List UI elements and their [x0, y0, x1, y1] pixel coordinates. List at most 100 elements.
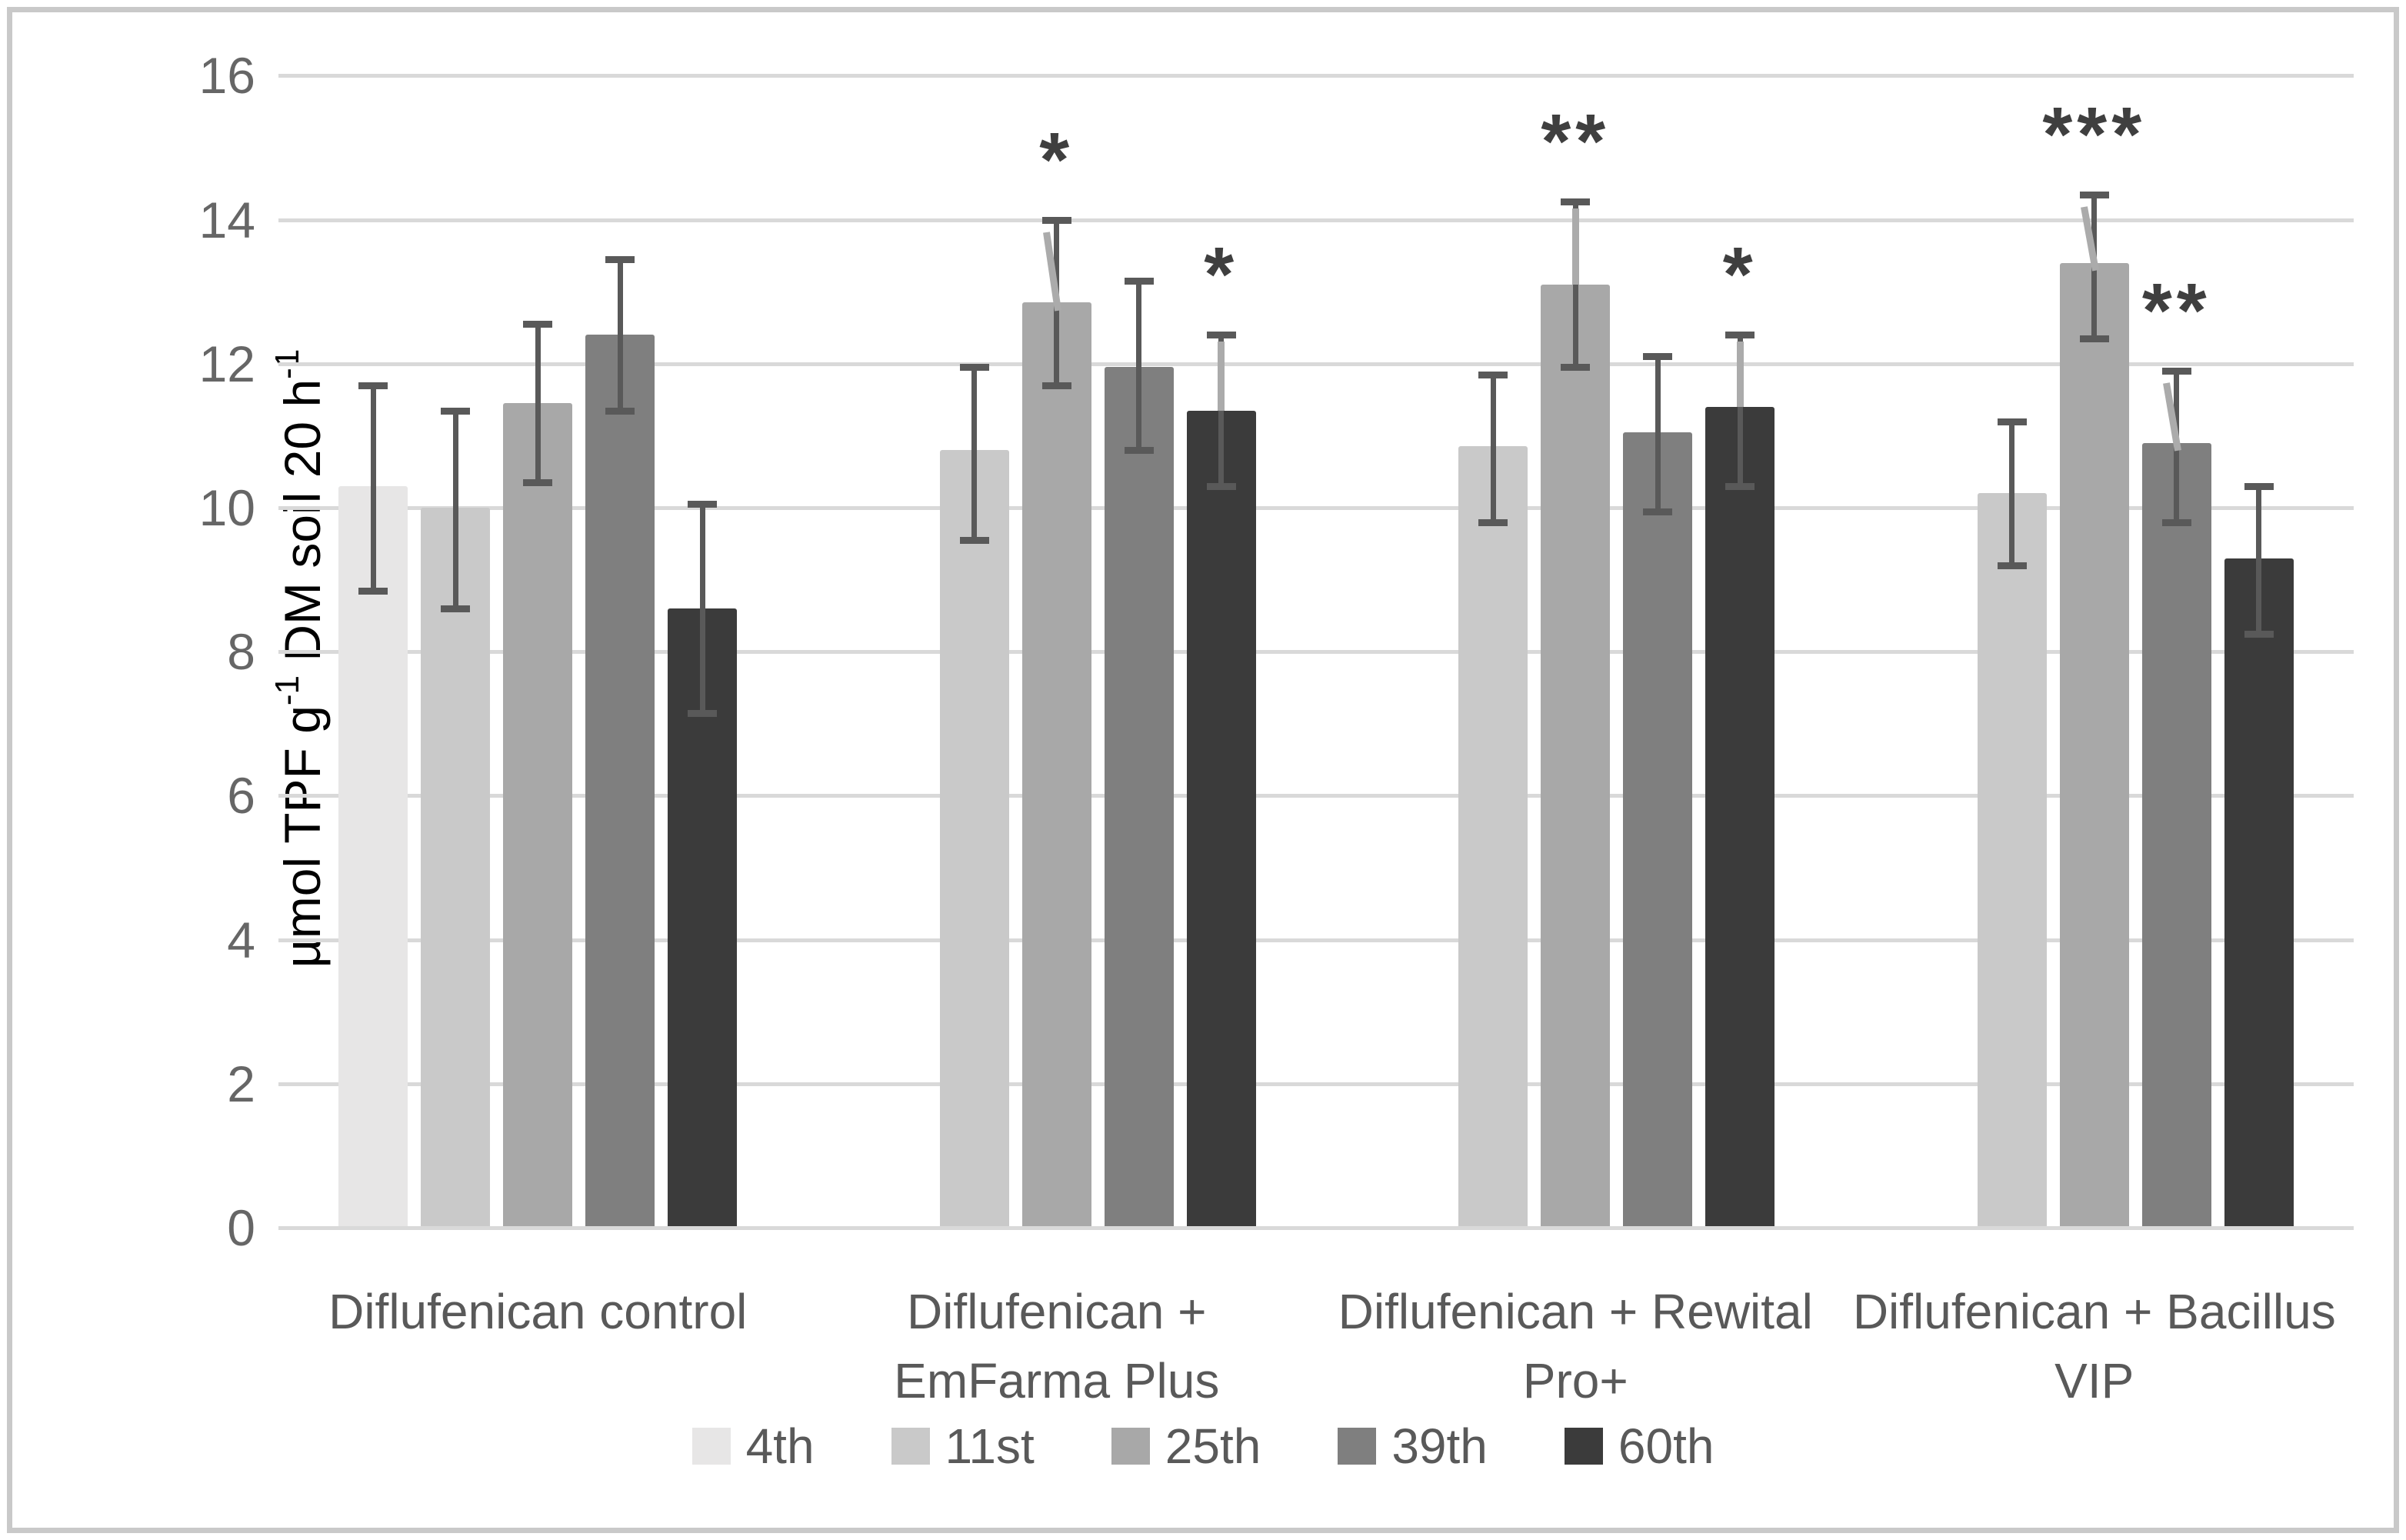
legend-label-25th: 25th: [1165, 1418, 1261, 1474]
gridline-y2: [278, 1082, 2354, 1086]
x-category-label-line: Diflufenican +: [906, 1284, 1207, 1339]
y-tick-label: 4: [227, 911, 255, 968]
error-bar-line: [1572, 202, 1578, 368]
error-bar-cap-top: [1478, 371, 1508, 378]
error-bar-cap-top: [358, 382, 388, 389]
significance-stars: **: [2141, 268, 2211, 355]
leader-line: [1571, 208, 1579, 285]
legend-swatch-60th: [1564, 1428, 1603, 1465]
error-bar-cap-top: [523, 321, 553, 328]
x-category-label: Diflufenican control: [253, 1277, 822, 1346]
bar-60th-g3: [1705, 406, 1775, 1228]
error-bar-line: [370, 385, 376, 591]
legend-item-25th: 25th: [1111, 1422, 1261, 1471]
bar-25th-g2: [1021, 302, 1091, 1228]
bar-11st-g3: [1458, 446, 1528, 1228]
gridline-y16: [278, 74, 2354, 78]
legend: 4th 11st 25th 39th 60th: [0, 1422, 2406, 1471]
gridline-y10: [278, 506, 2354, 510]
x-category-label-line: VIP: [2054, 1353, 2134, 1408]
error-bar-cap-bottom: [1206, 482, 1236, 490]
y-axis-title-segment: DM soil 20 h: [274, 378, 331, 675]
error-bar-line: [452, 410, 458, 609]
legend-label-39th: 39th: [1391, 1418, 1488, 1474]
leader-line: [1218, 342, 1225, 411]
bar-39th-g4: [2141, 442, 2211, 1228]
legend-label-60th: 60th: [1618, 1418, 1715, 1474]
y-tick-label: 12: [198, 335, 255, 392]
x-category-label: Diflufenican + EmFarma Plus: [772, 1277, 1341, 1415]
error-bar-cap-bottom: [1041, 382, 1071, 389]
error-bar-line: [699, 504, 705, 713]
bar-39th-g3: [1623, 432, 1693, 1228]
error-bar-cap-bottom: [358, 587, 388, 595]
x-category-label: Diflufenican + Rewital Pro+: [1291, 1277, 1860, 1415]
legend-item-4th: 4th: [691, 1418, 815, 1474]
error-bar-line: [1737, 335, 1743, 486]
x-category-label-line: EmFarma Plus: [894, 1353, 1220, 1408]
error-bar-cap-top: [1561, 198, 1591, 206]
significance-stars: ***: [2042, 91, 2147, 178]
y-tick-label: 6: [227, 767, 255, 825]
error-bar-line: [1490, 374, 1496, 522]
error-bar-cap-top: [1124, 278, 1154, 285]
significance-stars: **: [1541, 98, 1611, 185]
bar-25th-g1: [503, 403, 573, 1228]
leader-line: [1736, 342, 1744, 407]
gridline-y14: [278, 218, 2354, 222]
legend-swatch-4th: [691, 1428, 731, 1465]
y-axis-title-segment: µmol TPF g: [274, 705, 331, 968]
x-category-label-line: Diflufenican control: [328, 1284, 748, 1339]
gridline-y12: [278, 362, 2354, 366]
x-category-label-line: Diflufenican + Bacillus: [1852, 1284, 2336, 1339]
error-bar-cap-bottom: [1561, 364, 1591, 372]
error-bar-cap-top: [1643, 353, 1673, 361]
legend-swatch-11st: [891, 1428, 930, 1465]
y-tick-label: 2: [227, 1055, 255, 1112]
legend-swatch-25th: [1111, 1428, 1150, 1465]
legend-item-11st: 11st: [891, 1422, 1035, 1471]
legend-label-11st: 11st: [945, 1418, 1035, 1474]
legend-label-4th: 4th: [745, 1418, 815, 1474]
x-category-label-line: Pro+: [1522, 1353, 1628, 1408]
error-bar-cap-top: [1725, 332, 1755, 339]
error-bar-line: [971, 367, 978, 541]
legend-swatch-39th: [1338, 1428, 1377, 1465]
bar-25th-g4: [2059, 262, 2129, 1228]
bar-11st-g2: [939, 450, 1009, 1228]
significance-stars: *: [1204, 232, 1239, 318]
error-bar-cap-bottom: [1478, 518, 1508, 526]
error-bar-cap-top: [1997, 418, 2027, 425]
error-bar-cap-bottom: [1997, 562, 2027, 569]
error-bar-cap-top: [441, 407, 471, 415]
error-bar-cap-bottom: [2161, 518, 2191, 526]
significance-stars: *: [1722, 232, 1758, 318]
error-bar-cap-top: [1206, 332, 1236, 339]
y-axis-title: µmol TPF g-1 DM soil 20 h-1: [268, 120, 332, 1197]
gridline-y4: [278, 938, 2354, 942]
y-tick-label: 16: [198, 47, 255, 105]
gridline-y8: [278, 650, 2354, 655]
error-bar-cap-top: [605, 256, 635, 264]
legend-item-39th: 39th: [1338, 1422, 1488, 1471]
bar-11st-g4: [1977, 493, 2047, 1228]
x-axis-line: [278, 1226, 2354, 1230]
error-bar-line: [617, 259, 623, 411]
error-bar-line: [2256, 485, 2262, 634]
error-bar-cap-top: [2244, 482, 2274, 490]
legend-item-60th: 60th: [1564, 1418, 1715, 1474]
error-bar-cap-bottom: [2244, 630, 2274, 638]
error-bar-cap-bottom: [605, 407, 635, 415]
bar-39th-g2: [1104, 367, 1174, 1228]
error-bar-cap-bottom: [1124, 447, 1154, 455]
bar-60th-g4: [2224, 558, 2294, 1228]
error-bar-cap-top: [2079, 191, 2109, 198]
error-bar-line: [1655, 356, 1661, 512]
error-bar-cap-bottom: [688, 709, 718, 717]
x-category-label-line: Diflufenican + Rewital: [1338, 1284, 1813, 1339]
error-bar-cap-bottom: [1725, 482, 1755, 490]
y-tick-label: 8: [227, 623, 255, 681]
error-bar-cap-bottom: [959, 537, 989, 545]
error-bar-cap-bottom: [1643, 508, 1673, 515]
error-bar-cap-bottom: [523, 479, 553, 487]
